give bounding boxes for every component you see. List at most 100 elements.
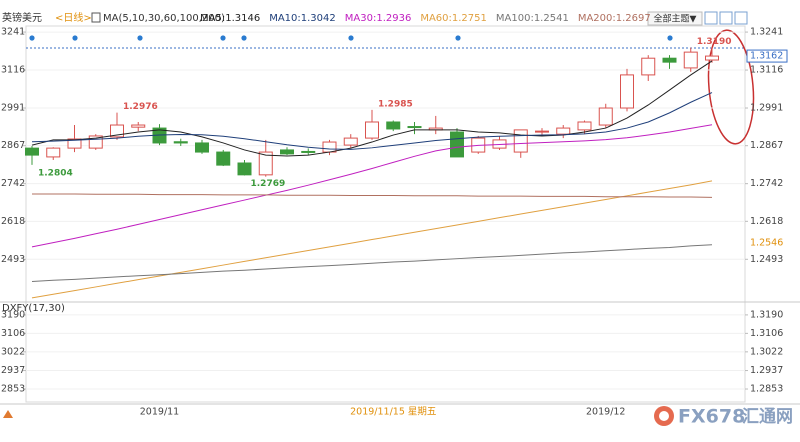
highlight-ellipse xyxy=(707,29,755,145)
icon[interactable] xyxy=(704,11,718,25)
ma-line xyxy=(31,180,713,299)
candle-body xyxy=(301,150,316,153)
y2-tick-label: 3106 xyxy=(1,328,25,339)
y-tick-label: 1.3241 xyxy=(750,27,783,38)
y-tick-label: 1.3106 xyxy=(750,328,783,339)
y2-tick-label: 2867 xyxy=(1,140,25,151)
event-marker xyxy=(137,35,143,41)
icon[interactable] xyxy=(734,11,748,25)
y2-tick-label: 3241 xyxy=(1,27,25,38)
icon[interactable] xyxy=(719,11,733,25)
y-tick-label: 1.2867 xyxy=(750,140,783,151)
x-tick-label: 2019/11 xyxy=(140,407,179,418)
toolbar-icons xyxy=(704,11,748,25)
y2-tick-label: 3116 xyxy=(1,65,25,76)
ma-line xyxy=(31,124,713,248)
price-tag: 1.3162 xyxy=(750,51,783,62)
period: <日线> xyxy=(55,11,92,24)
candle-body xyxy=(535,130,549,133)
candle-body xyxy=(25,147,39,156)
ma-line xyxy=(31,92,713,150)
y2-tick-label: 2853 xyxy=(1,384,25,395)
candle-body xyxy=(322,141,337,153)
candle-body xyxy=(450,131,464,158)
legend-entry: MA5:1.3146 xyxy=(200,13,260,24)
candle-body xyxy=(195,142,209,153)
candle-body xyxy=(683,51,698,69)
price-annotation: 1.2804 xyxy=(38,168,73,178)
candle-body xyxy=(513,129,528,153)
theme-button[interactable] xyxy=(647,11,703,26)
candle-body xyxy=(173,141,188,144)
x-tick-label: 2019/12 xyxy=(586,407,625,418)
y-tick-label: 1.3022 xyxy=(750,346,783,357)
legend-entry: MA200:1.2697 xyxy=(578,13,651,24)
y-tick-label: 1.2493 xyxy=(750,254,783,265)
event-marker xyxy=(455,35,461,41)
candle-body xyxy=(365,121,379,139)
y-tick-label: 1.2937 xyxy=(750,365,783,376)
ma-line xyxy=(32,193,713,198)
y2-tick-label: 2937 xyxy=(1,365,25,376)
candle-body xyxy=(46,147,61,158)
y-tick-label: 1.2991 xyxy=(750,103,783,114)
candle-body xyxy=(556,127,571,135)
candle-body xyxy=(598,107,613,126)
event-marker xyxy=(667,35,673,41)
y-tick-label: 1.2618 xyxy=(750,216,783,227)
plot-frame xyxy=(25,25,746,403)
event-marker xyxy=(72,35,78,41)
watermark-logo-inner xyxy=(659,411,669,421)
price-annotation: 1.2985 xyxy=(378,99,413,109)
y-tick-label: 1.2853 xyxy=(750,384,783,395)
candle-body xyxy=(131,124,146,128)
candle-body xyxy=(110,124,124,138)
candle-body xyxy=(280,149,294,155)
panel-title: DXFY(17,30) xyxy=(2,303,65,314)
y-tick-label: 1.3116 xyxy=(750,65,783,76)
symbol-title: 英镑美元 xyxy=(2,11,42,24)
y2-tick-label: 3190 xyxy=(1,309,25,320)
watermark: FX678 汇通网 xyxy=(654,406,793,428)
y2-tick-label: 2493 xyxy=(1,254,25,265)
candle-body xyxy=(258,151,273,176)
price-tag: 1.2546 xyxy=(750,238,783,249)
candle-body xyxy=(386,121,401,130)
candle-body xyxy=(705,55,719,61)
indicator: MA(5,10,30,60,100,200) xyxy=(103,13,225,24)
theme-button-label: 全部主题▼ xyxy=(654,13,697,25)
y-tick-label: 1.3190 xyxy=(750,309,783,320)
price-annotation: 1.3190 xyxy=(697,37,732,47)
x-tick-label: 2019/11/15 星期五 xyxy=(350,407,436,418)
candle-body xyxy=(343,137,358,146)
y2-tick-label: 2742 xyxy=(1,178,25,189)
y2-tick-label: 3022 xyxy=(1,346,25,357)
candle-body xyxy=(407,126,422,129)
y2-tick-label: 2991 xyxy=(1,103,25,114)
price-annotation: 1.2976 xyxy=(123,102,158,112)
event-marker xyxy=(29,35,35,41)
ma-line xyxy=(31,244,713,282)
legend-entry: MA30:1.2936 xyxy=(345,13,412,24)
y2-tick-label: 2618 xyxy=(1,216,25,227)
watermark-brand: FX678 xyxy=(678,406,745,428)
price-annotation: 1.2769 xyxy=(251,179,286,189)
event-markers xyxy=(29,35,673,41)
legend-entry: MA60:1.2751 xyxy=(420,13,487,24)
legend-entry: MA100:1.2541 xyxy=(496,13,569,24)
candle-body xyxy=(237,162,252,176)
event-marker xyxy=(220,35,226,41)
y-tick-label: 1.2742 xyxy=(750,178,783,189)
legend-entry: MA10:1.3042 xyxy=(269,13,336,24)
event-marker xyxy=(241,35,247,41)
candle-body xyxy=(216,151,231,166)
collapse-icon[interactable] xyxy=(3,410,13,418)
price-tag-box xyxy=(746,49,788,63)
event-marker xyxy=(348,35,354,41)
candle-body xyxy=(577,121,592,131)
watermark-name: 汇通网 xyxy=(742,407,793,427)
checkbox[interactable] xyxy=(91,12,101,23)
candle-body xyxy=(641,57,656,76)
